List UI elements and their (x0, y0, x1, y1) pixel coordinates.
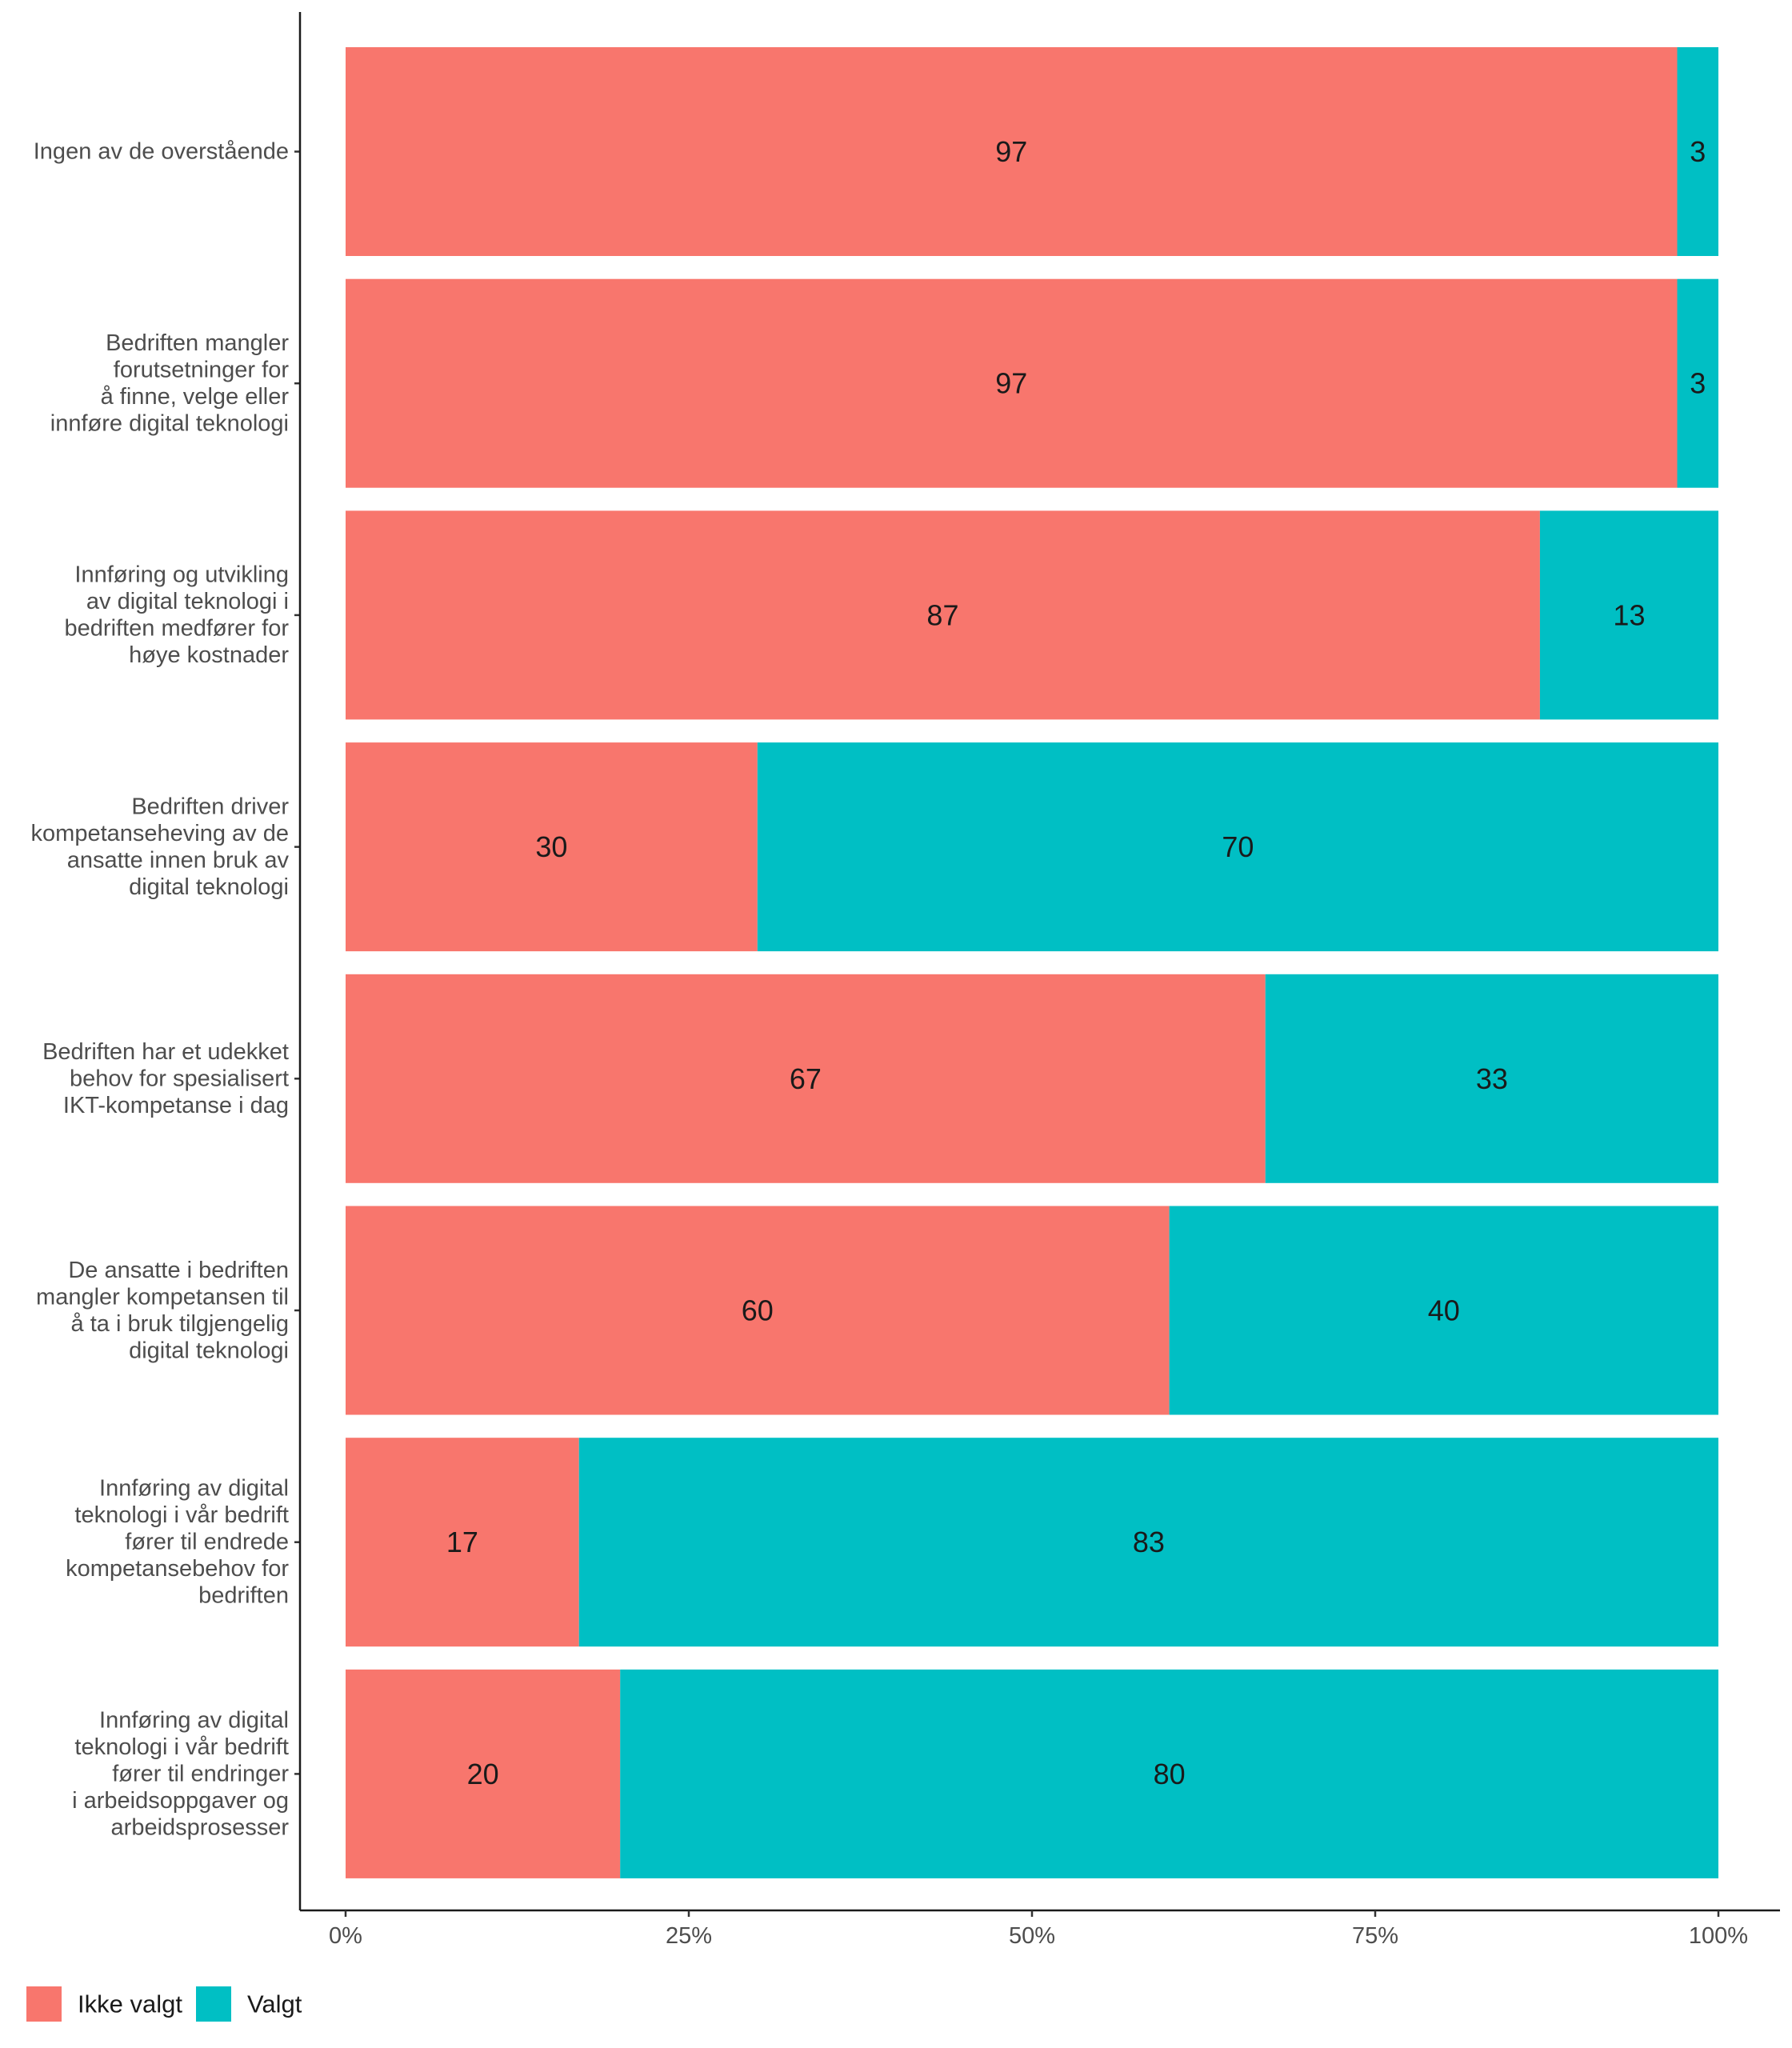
bar-segment-valgt-3 (757, 742, 1718, 952)
bar-segment-ikke-valgt-6 (346, 1438, 579, 1647)
legend-label-ikke-valgt: Ikke valgt (78, 1990, 182, 2018)
value-label-ikke-valgt-1: 97 (995, 367, 1027, 400)
value-label-ikke-valgt-2: 87 (926, 598, 958, 631)
value-label-ikke-valgt-0: 97 (995, 135, 1027, 168)
bar-segment-valgt-6 (578, 1438, 1718, 1647)
legend-label-valgt: Valgt (247, 1990, 302, 2018)
value-label-valgt-1: 3 (1690, 367, 1706, 400)
value-label-ikke-valgt-5: 60 (742, 1294, 774, 1327)
bar-segment-ikke-valgt-0 (346, 47, 1678, 256)
legend-swatch-ikke-valgt (26, 1986, 62, 2022)
category-label-5: De ansatte i bedriften mangler kompetanse… (36, 1258, 289, 1364)
bar-segment-ikke-valgt-1 (346, 278, 1678, 488)
value-label-valgt-4: 33 (1476, 1062, 1508, 1095)
value-label-valgt-6: 83 (1133, 1526, 1165, 1558)
x-axis: 0% 25% 50% 75% 100% (300, 1909, 1780, 1949)
bars-layer (346, 47, 1719, 1878)
bar-segment-ikke-valgt-3 (346, 742, 758, 952)
bar-segment-valgt-2 (1539, 510, 1718, 720)
bar-segment-ikke-valgt-5 (346, 1206, 1170, 1415)
value-labels-layer: 97 3 97 3 87 13 30 70 67 33 60 40 17 83 20 80 (446, 135, 1706, 1790)
value-label-valgt-2: 13 (1613, 598, 1645, 631)
bar-segment-ikke-valgt-4 (346, 974, 1266, 1183)
value-label-valgt-3: 70 (1222, 830, 1254, 863)
category-label-1: Bedriften mangler forutsetninger for å fin… (50, 330, 290, 437)
y-axis: Ingen av de overstående Bedriften mangler… (31, 12, 302, 1910)
x-tick-label-4: 100% (1689, 1923, 1748, 1949)
value-label-valgt-5: 40 (1428, 1294, 1460, 1327)
bar-segment-valgt-1 (1677, 278, 1718, 488)
bar-segment-valgt-5 (1169, 1206, 1718, 1415)
bar-segment-valgt-4 (1265, 974, 1718, 1183)
bar-segment-valgt-0 (1677, 47, 1718, 256)
x-tick-label-0: 0% (329, 1923, 362, 1949)
value-label-ikke-valgt-3: 30 (535, 830, 567, 863)
category-label-2: Innføring og utvikling av digital teknolo… (65, 562, 290, 669)
x-tick-label-1: 25% (666, 1923, 712, 1949)
bar-segment-valgt-7 (620, 1669, 1719, 1878)
bar-segment-ikke-valgt-2 (346, 510, 1540, 720)
category-label-3: Bedriften driver kompetanseheving av de an… (31, 794, 290, 900)
value-label-ikke-valgt-4: 67 (790, 1062, 822, 1095)
category-label-6: Innføring av digital teknologi i vår bedr… (66, 1476, 289, 1609)
x-tick-label-2: 50% (1009, 1923, 1055, 1949)
category-label-0: Ingen av de overstående (34, 139, 289, 165)
value-label-ikke-valgt-7: 20 (467, 1758, 499, 1790)
bar-segment-ikke-valgt-7 (346, 1669, 621, 1878)
category-label-7: Innføring av digital teknologi i vår bedr… (72, 1707, 289, 1840)
category-label-4: Bedriften har et udekket behov for spesia… (42, 1039, 289, 1118)
legend: Ikke valgt Valgt (26, 1986, 302, 2022)
legend-swatch-valgt (196, 1986, 231, 2022)
x-tick-label-3: 75% (1352, 1923, 1398, 1949)
value-label-ikke-valgt-6: 17 (446, 1526, 478, 1558)
value-label-valgt-7: 80 (1154, 1758, 1186, 1790)
value-label-valgt-0: 3 (1690, 135, 1706, 168)
